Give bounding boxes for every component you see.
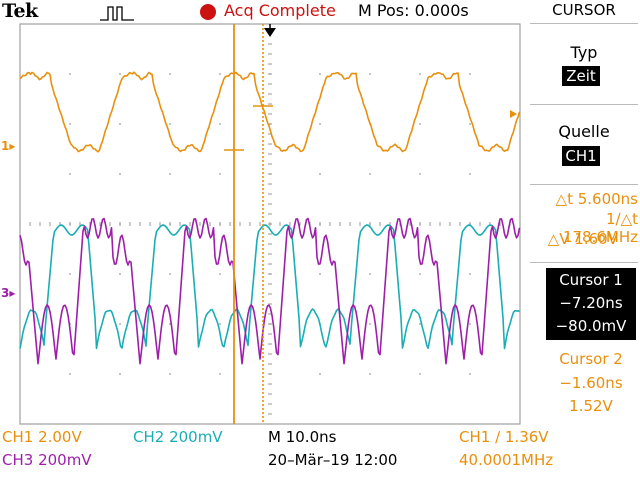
timebase-setting: M 10.0ns — [268, 428, 337, 446]
ch3-marker: 3▸ — [1, 286, 16, 300]
cursor-1-value: −80.0mV — [555, 317, 627, 335]
side-menu-divider — [530, 23, 638, 24]
cursor-delta-voltage: △V 1.60V — [547, 230, 618, 248]
cursor-1-readout[interactable] — [546, 268, 636, 340]
cursor-2-label[interactable]: Cursor 2 — [559, 350, 623, 368]
brand-logo: Tek — [2, 0, 38, 22]
side-menu-divider — [530, 104, 638, 105]
cursor-type-label[interactable]: Typ — [570, 43, 598, 62]
cursor-1-time: −7.20ns — [559, 294, 623, 312]
cursor-2-value: 1.52V — [569, 397, 613, 415]
side-menu-title: CURSOR — [552, 1, 616, 19]
cursor-delta-time: △t 5.600ns — [555, 190, 638, 208]
trigger-pulse-icon — [100, 6, 134, 21]
acquisition-status: Acq Complete — [224, 1, 336, 20]
acquisition-status-icon — [200, 4, 216, 20]
date-time: 20–Mär–19 12:00 — [268, 451, 398, 469]
cursor-type-value[interactable]: Zeit — [562, 66, 600, 86]
waveform-display — [19, 23, 521, 425]
ch2-waveform — [19, 224, 520, 350]
ch1-marker: 1▸ — [1, 139, 16, 153]
trigger-level-icon — [510, 110, 517, 118]
cursor-1-label: Cursor 1 — [559, 271, 623, 289]
horizontal-position: M Pos: 0.000s — [358, 1, 469, 20]
cursor-2-time: −1.60ns — [559, 374, 623, 392]
trigger-setting: CH1 ∕ 1.36V — [459, 428, 549, 446]
ch1-waveform — [19, 71, 521, 153]
side-menu-divider — [530, 184, 638, 185]
trigger-frequency: 40.0001MHz — [459, 451, 554, 469]
ch1-scale: CH1 2.00V — [2, 428, 82, 446]
trigger-position-icon — [264, 28, 276, 37]
cursor-inverse-delta-time: 1/△t 178.6MHz — [562, 210, 638, 246]
ch3-scale: CH3 200mV — [2, 451, 92, 469]
side-menu-divider — [530, 262, 638, 263]
cursor-source-label[interactable]: Quelle — [558, 122, 610, 141]
ch3-waveform — [19, 217, 521, 365]
ch2-scale: CH2 200mV — [133, 428, 223, 446]
top-status-bar: Tek Acq Complete M Pos: 0.000s — [0, 0, 528, 24]
cursor-source-value[interactable]: CH1 — [562, 146, 600, 166]
